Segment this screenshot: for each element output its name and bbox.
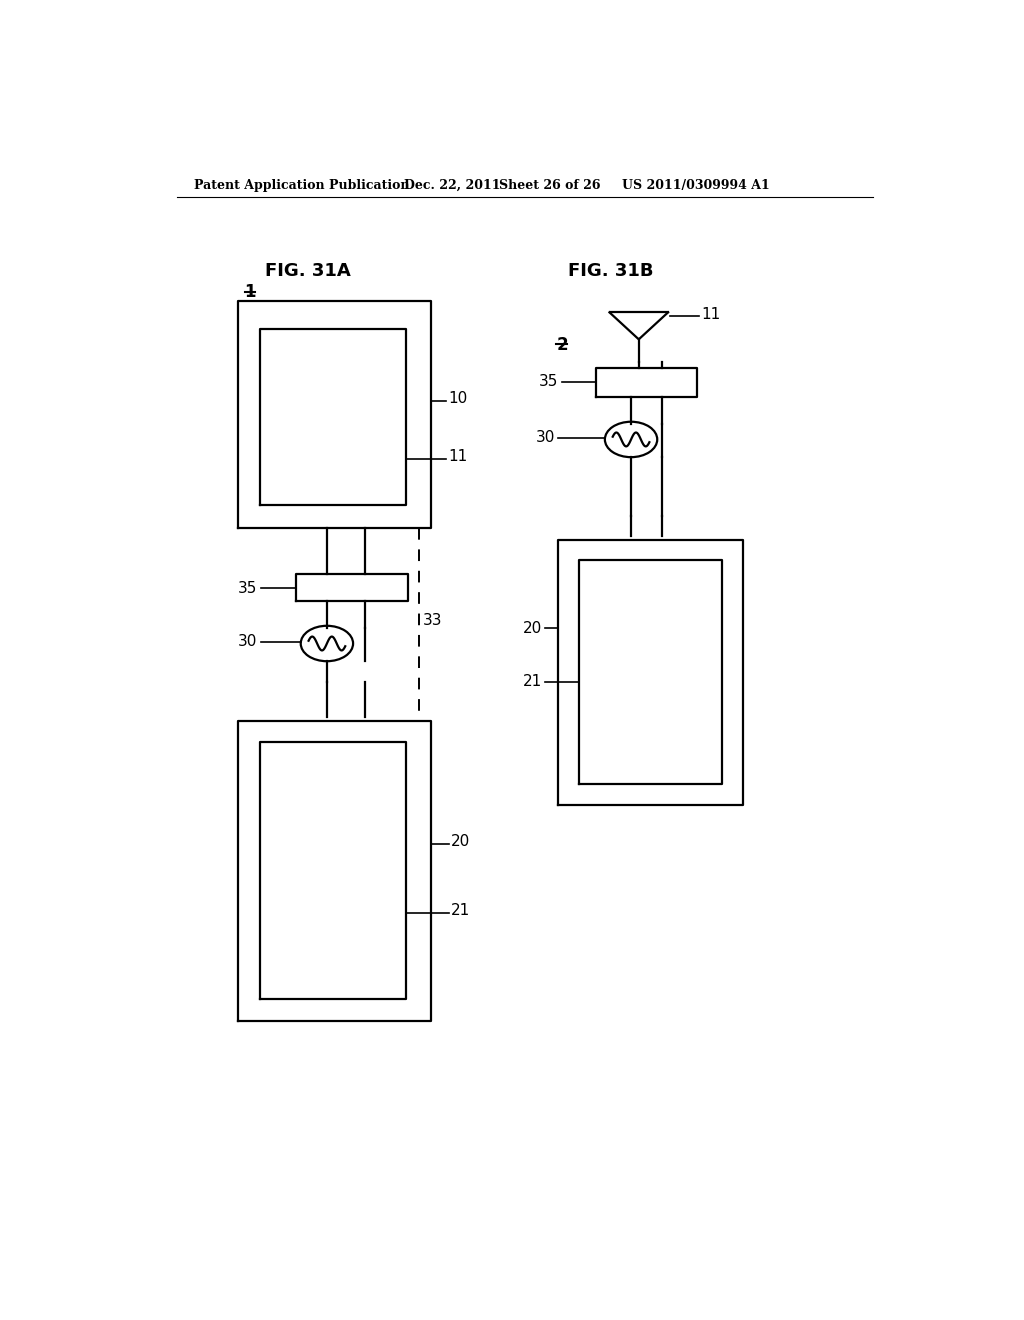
Text: 35: 35 [540,374,559,389]
Text: FIG. 31A: FIG. 31A [265,263,351,280]
Text: 11: 11 [449,449,468,463]
Text: Sheet 26 of 26: Sheet 26 of 26 [499,180,600,193]
Text: 35: 35 [239,581,258,595]
Text: 1: 1 [245,284,256,301]
Text: 20: 20 [522,620,542,636]
Text: Patent Application Publication: Patent Application Publication [194,180,410,193]
Text: US 2011/0309994 A1: US 2011/0309994 A1 [622,180,770,193]
Text: Dec. 22, 2011: Dec. 22, 2011 [403,180,501,193]
Text: 11: 11 [701,308,720,322]
Text: 33: 33 [423,612,442,628]
Text: FIG. 31B: FIG. 31B [568,263,653,280]
Text: 21: 21 [522,675,542,689]
Text: 20: 20 [451,834,470,849]
Text: 10: 10 [449,391,468,407]
Text: 2: 2 [556,335,568,354]
Text: 21: 21 [451,903,470,919]
Text: 30: 30 [239,635,258,649]
Text: 30: 30 [536,430,555,445]
